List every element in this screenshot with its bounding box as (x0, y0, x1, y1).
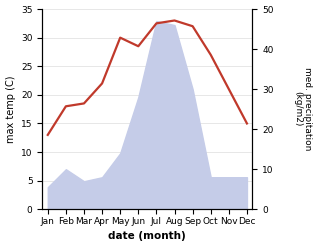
Y-axis label: max temp (C): max temp (C) (5, 75, 16, 143)
X-axis label: date (month): date (month) (108, 231, 186, 242)
Y-axis label: med. precipitation
(kg/m2): med. precipitation (kg/m2) (293, 67, 313, 151)
